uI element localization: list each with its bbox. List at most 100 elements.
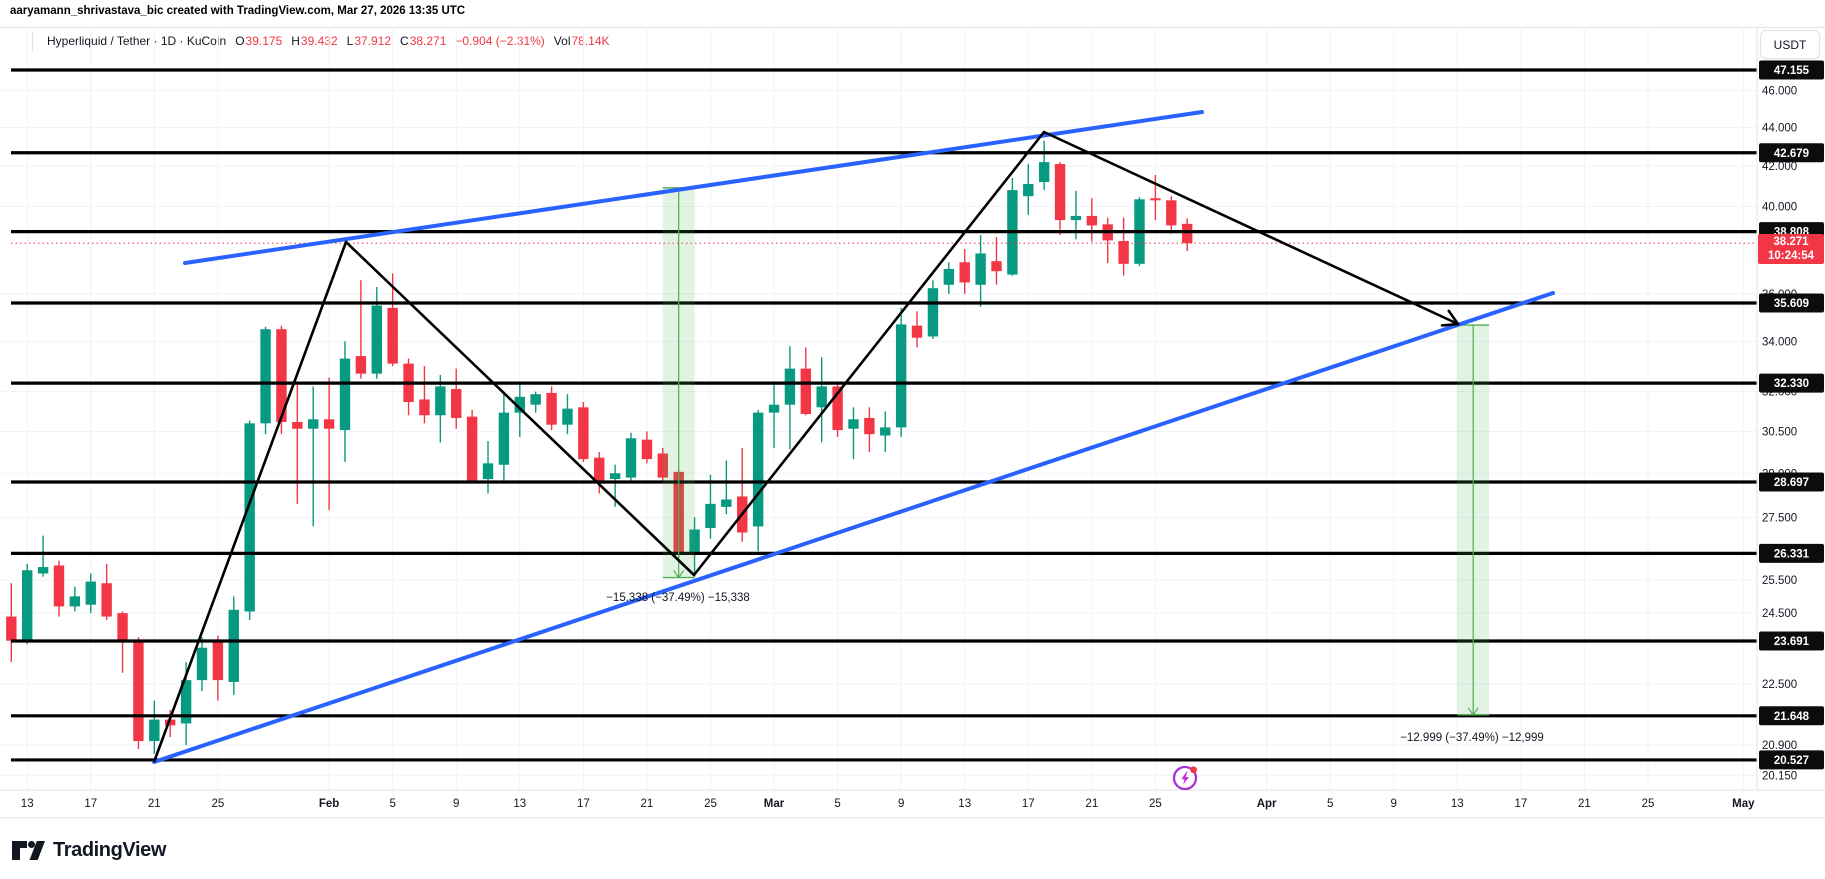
svg-text:13: 13 bbox=[958, 798, 971, 810]
svg-text:21: 21 bbox=[1085, 798, 1098, 810]
price-level-badge: 20.527 bbox=[1759, 750, 1824, 770]
candles-layer bbox=[6, 140, 1193, 754]
zigzag-line bbox=[152, 130, 1460, 763]
price-level-badge: 23.691 bbox=[1759, 631, 1824, 651]
trend-channel bbox=[152, 110, 1555, 764]
legend-left-divider bbox=[32, 31, 33, 51]
svg-text:26.331: 26.331 bbox=[1774, 548, 1810, 560]
ohlc-high: H 39.432 bbox=[291, 34, 338, 48]
svg-text:25: 25 bbox=[1642, 798, 1655, 810]
candle bbox=[228, 596, 239, 695]
candle bbox=[149, 700, 160, 754]
svg-text:9: 9 bbox=[898, 798, 904, 810]
candle bbox=[737, 447, 748, 542]
candle bbox=[880, 411, 891, 453]
candle bbox=[308, 386, 319, 527]
svg-text:5: 5 bbox=[1327, 798, 1333, 810]
candle bbox=[1181, 218, 1193, 251]
tradingview-logo-mark bbox=[12, 841, 45, 860]
svg-text:25: 25 bbox=[211, 798, 224, 810]
candle bbox=[37, 535, 49, 577]
price-range-measurement[interactable] bbox=[1457, 324, 1490, 716]
candle bbox=[625, 432, 637, 482]
axis-borders bbox=[0, 27, 1825, 819]
svg-text:42.000: 42.000 bbox=[1762, 161, 1797, 173]
candle bbox=[895, 307, 907, 437]
currency-toggle-button[interactable]: USDT bbox=[1760, 30, 1820, 59]
candle bbox=[1166, 196, 1177, 234]
candle bbox=[1102, 217, 1113, 264]
candle bbox=[466, 409, 478, 484]
candle bbox=[562, 394, 573, 435]
svg-text:28.697: 28.697 bbox=[1774, 477, 1809, 489]
candle bbox=[578, 402, 589, 462]
svg-text:9: 9 bbox=[453, 798, 459, 810]
svg-text:44.000: 44.000 bbox=[1762, 122, 1797, 134]
candle bbox=[1054, 162, 1066, 236]
svg-text:13: 13 bbox=[21, 798, 34, 810]
svg-text:20.527: 20.527 bbox=[1774, 755, 1809, 767]
candle bbox=[101, 563, 112, 620]
svg-text:Apr: Apr bbox=[1257, 798, 1277, 810]
header-divider bbox=[0, 27, 1825, 28]
candle bbox=[498, 391, 510, 481]
svg-text:25: 25 bbox=[1149, 798, 1162, 810]
svg-text:25.500: 25.500 bbox=[1762, 575, 1797, 587]
flash-icon[interactable] bbox=[1171, 763, 1200, 792]
price-level-badge: 42.679 bbox=[1759, 143, 1824, 163]
svg-text:32.330: 32.330 bbox=[1774, 378, 1809, 390]
candle bbox=[165, 710, 176, 738]
price-range-measurement[interactable] bbox=[662, 187, 695, 579]
flash-icon-circle bbox=[1172, 765, 1198, 791]
candle bbox=[355, 280, 367, 379]
candle bbox=[705, 474, 716, 539]
svg-text:17: 17 bbox=[84, 798, 97, 810]
time-axis-labels: 13 17 21 25 Feb 5 9 13 17 21 25 Mar 5 9 13 17 21 25 Apr 5 9 1… bbox=[21, 798, 1755, 810]
svg-text:9: 9 bbox=[1391, 798, 1397, 810]
svg-text:17: 17 bbox=[1022, 798, 1035, 810]
change-value: −0.904 (−2.31%) bbox=[455, 34, 545, 48]
candle bbox=[975, 235, 986, 307]
svg-text:30.500: 30.500 bbox=[1762, 426, 1797, 438]
candle bbox=[403, 358, 414, 416]
candle bbox=[927, 280, 939, 339]
level-lines-layer bbox=[11, 68, 1757, 762]
candle bbox=[816, 357, 827, 443]
candle bbox=[721, 460, 732, 515]
svg-text:25: 25 bbox=[704, 798, 717, 810]
ohlc-low: L 37.912 bbox=[346, 34, 392, 48]
svg-text:20.150: 20.150 bbox=[1762, 770, 1797, 782]
candle bbox=[85, 573, 96, 614]
candle bbox=[657, 447, 668, 482]
svg-text:35.609: 35.609 bbox=[1774, 298, 1809, 310]
candle bbox=[323, 377, 335, 510]
symbol-title[interactable]: Hyperliquid / Tether · 1D · KuCoin bbox=[47, 34, 227, 48]
candle bbox=[6, 583, 17, 662]
candle bbox=[546, 386, 557, 431]
svg-text:42.679: 42.679 bbox=[1774, 148, 1809, 160]
candle bbox=[260, 326, 271, 435]
chart-legend[interactable]: Hyperliquid / Tether · 1D · KuCoin O 39.1… bbox=[47, 34, 610, 48]
candle bbox=[911, 311, 923, 348]
svg-text:21: 21 bbox=[1578, 798, 1591, 810]
svg-text:40.000: 40.000 bbox=[1762, 202, 1797, 214]
candle bbox=[848, 407, 859, 460]
candle bbox=[991, 237, 1002, 285]
tradingview-logo[interactable]: TradingView bbox=[12, 836, 166, 864]
notification-dot bbox=[1190, 766, 1197, 774]
svg-text:27.500: 27.500 bbox=[1762, 512, 1797, 524]
candle bbox=[943, 262, 955, 294]
lightning-bolt-icon bbox=[1181, 771, 1189, 785]
candle bbox=[371, 287, 382, 379]
bar-countdown: 10:24:54 bbox=[1767, 250, 1815, 263]
svg-text:13: 13 bbox=[513, 798, 526, 810]
candle bbox=[1118, 217, 1129, 276]
candle bbox=[784, 346, 796, 450]
candle bbox=[69, 586, 81, 612]
price-level-badge: 26.331 bbox=[1759, 543, 1824, 563]
svg-text:22.500: 22.500 bbox=[1762, 679, 1797, 691]
candle bbox=[22, 563, 33, 645]
svg-text:5: 5 bbox=[389, 798, 395, 810]
svg-text:13: 13 bbox=[1451, 798, 1464, 810]
